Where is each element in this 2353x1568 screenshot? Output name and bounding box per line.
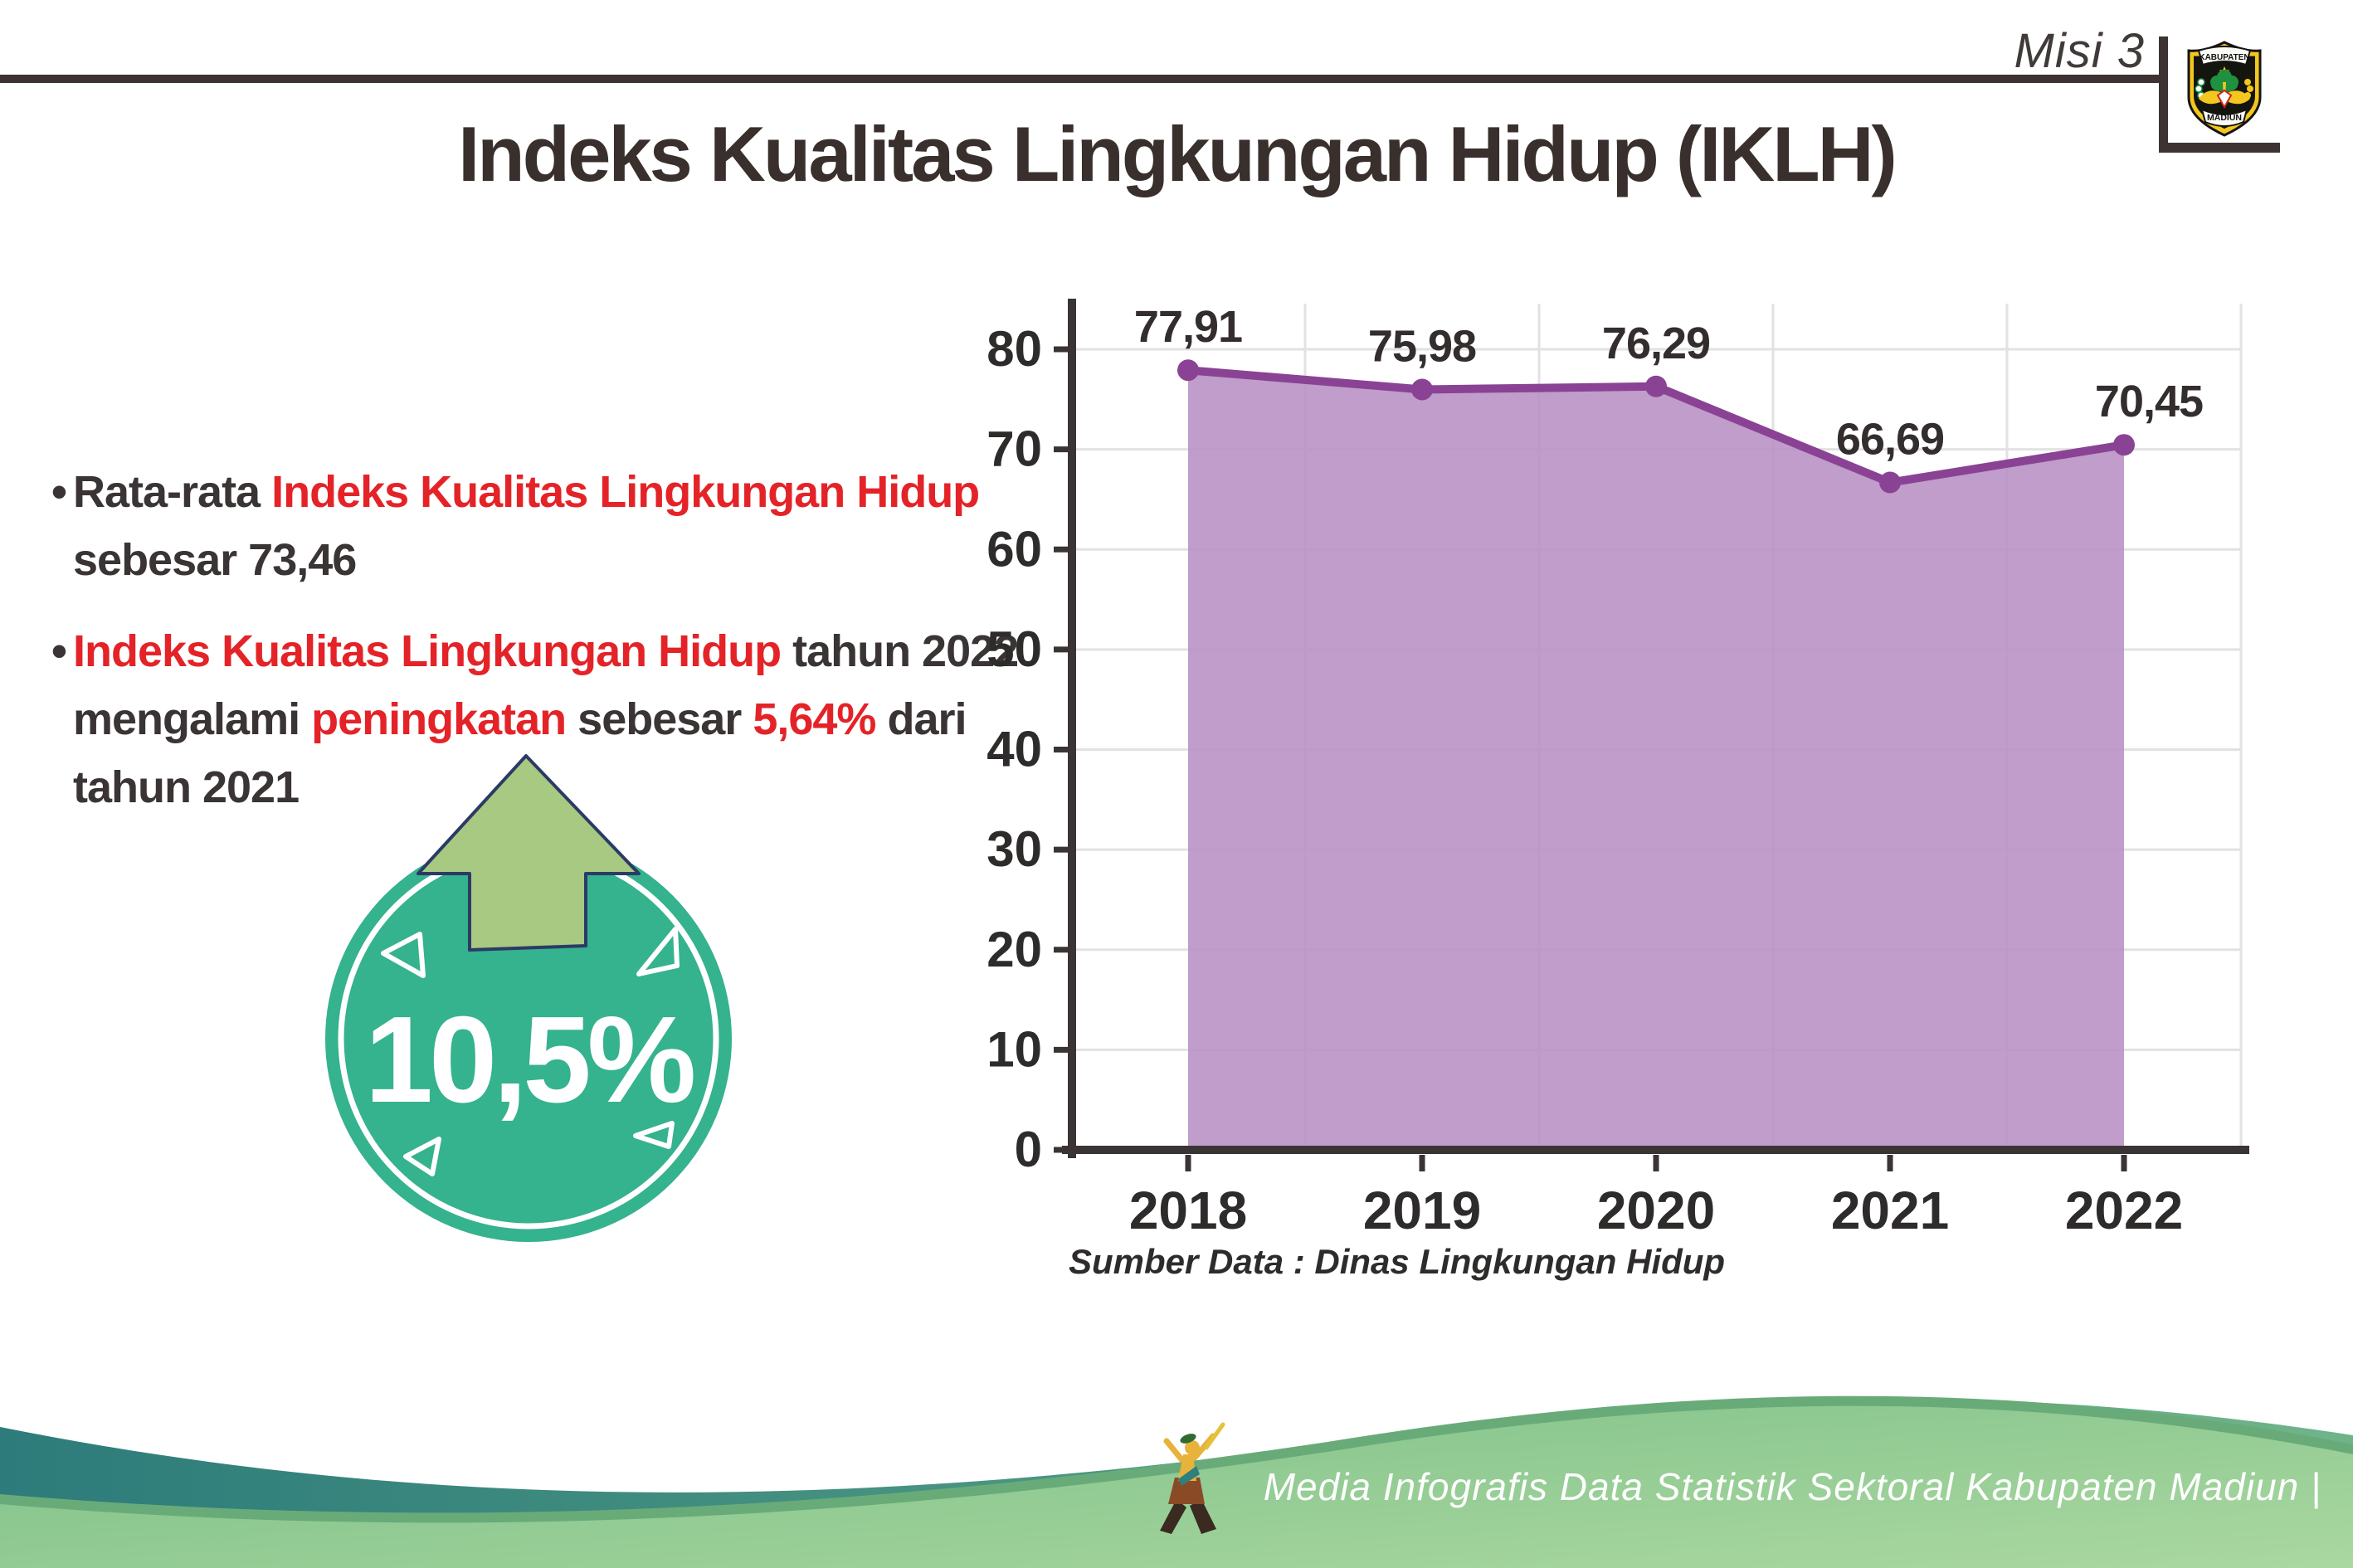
bullet-segment: Indeks Kualitas Lingkungan Hidup xyxy=(271,467,980,517)
y-tick-label: 20 xyxy=(987,922,1042,977)
data-point xyxy=(1411,378,1433,401)
banner-bottom xyxy=(2200,108,2248,127)
bullet-average-iklh: • Rata-rata Indeks Kualitas Lingkungan H… xyxy=(51,458,1052,594)
bullet-segment: tahun 2021 xyxy=(73,762,300,812)
bullet-segment: Rata-rata xyxy=(73,467,272,517)
logo-bracket-vertical xyxy=(2159,37,2168,153)
data-point xyxy=(1177,359,1199,382)
y-tick-label: 30 xyxy=(987,821,1042,877)
y-tick-label: 60 xyxy=(987,521,1042,577)
bullet-increase-iklh: • Indeks Kualitas Lingkungan Hidup tahun… xyxy=(51,617,1052,821)
bullet-segment: tahun 2022 xyxy=(781,626,1019,676)
tree-icon xyxy=(2210,70,2239,100)
area-fill xyxy=(1188,370,2124,1150)
x-tick-label: 2021 xyxy=(1831,1181,1949,1240)
banner-top xyxy=(2197,46,2252,66)
bullet-text: Rata-rata Indeks Kualitas Lingkungan Hid… xyxy=(73,458,1052,594)
value-label: 77,91 xyxy=(1134,302,1242,352)
footer-wave: Media Infografis Data Statistik Sektoral… xyxy=(0,1395,2353,1568)
y-tick-label: 50 xyxy=(987,621,1042,677)
x-axis xyxy=(1062,1146,2249,1154)
header-rule xyxy=(0,75,2163,83)
bullet-segment: dari xyxy=(875,694,967,744)
value-label: 70,45 xyxy=(2095,377,2203,426)
y-tick-label: 10 xyxy=(987,1021,1042,1077)
bullet-segment: 5,64% xyxy=(753,694,876,744)
data-point xyxy=(2113,434,2135,456)
up-arrow-icon xyxy=(417,754,641,952)
y-tick-label: 0 xyxy=(1015,1122,1042,1177)
iklh-area-chart: 77,91 75,98 76,29 66,69 70,45 0 10 20 30 40 50 60 70… xyxy=(987,299,2249,1281)
wings-icon xyxy=(2199,90,2250,105)
badge-accent-triangles xyxy=(381,927,680,1176)
mascot-icon xyxy=(1160,1422,1225,1534)
kabupaten-madiun-logo: KABUPATEN MADIUN xyxy=(2187,41,2262,137)
bullet-segment: mengalami xyxy=(73,694,312,744)
x-tick-label: 2019 xyxy=(1363,1181,1481,1240)
value-label: 76,29 xyxy=(1602,319,1710,368)
badge-circle xyxy=(325,835,732,1242)
value-label: 75,98 xyxy=(1368,321,1476,371)
y-tick-label: 70 xyxy=(987,421,1042,477)
increase-badge: 10,5% xyxy=(325,754,732,1242)
y-tick-label: 40 xyxy=(987,722,1042,777)
x-tick-label: 2020 xyxy=(1597,1181,1715,1240)
source-note: Sumber Data : Dinas Lingkungan Hidup xyxy=(1069,1242,1725,1281)
bullet-text: Indeks Kualitas Lingkungan Hidup tahun 2… xyxy=(73,617,1052,821)
x-tick-label: 2022 xyxy=(2065,1181,2183,1240)
bullet-marker: • xyxy=(51,467,67,517)
bullet-segment: sebesar xyxy=(566,694,753,744)
banner-top-text: KABUPATEN xyxy=(2199,53,2249,62)
x-tick-label: 2018 xyxy=(1129,1181,1247,1240)
y-tick-label: 80 xyxy=(987,321,1042,377)
center-shield-icon xyxy=(2216,89,2233,110)
page-title: Indeks Kualitas Lingkungan Hidup (IKLH) xyxy=(458,110,1898,197)
bullet-marker: • xyxy=(51,626,67,676)
banner-bottom-text: MADIUN xyxy=(2207,113,2242,123)
data-point xyxy=(1879,471,1901,494)
bullet-segment: peningkatan xyxy=(311,694,567,744)
bullet-segment: Indeks Kualitas Lingkungan Hidup xyxy=(73,626,782,676)
logo-bracket-horizontal xyxy=(2159,143,2280,153)
value-label: 66,69 xyxy=(1836,415,1944,465)
footer-credit: Media Infografis Data Statistik Sektoral… xyxy=(1264,1465,2321,1508)
badge-value: 10,5% xyxy=(365,991,694,1128)
bullet-segment: sebesar 73,46 xyxy=(73,535,357,585)
misi-label: Misi 3 xyxy=(2014,24,2145,78)
y-axis xyxy=(1068,299,1076,1158)
data-point xyxy=(1645,375,1667,397)
